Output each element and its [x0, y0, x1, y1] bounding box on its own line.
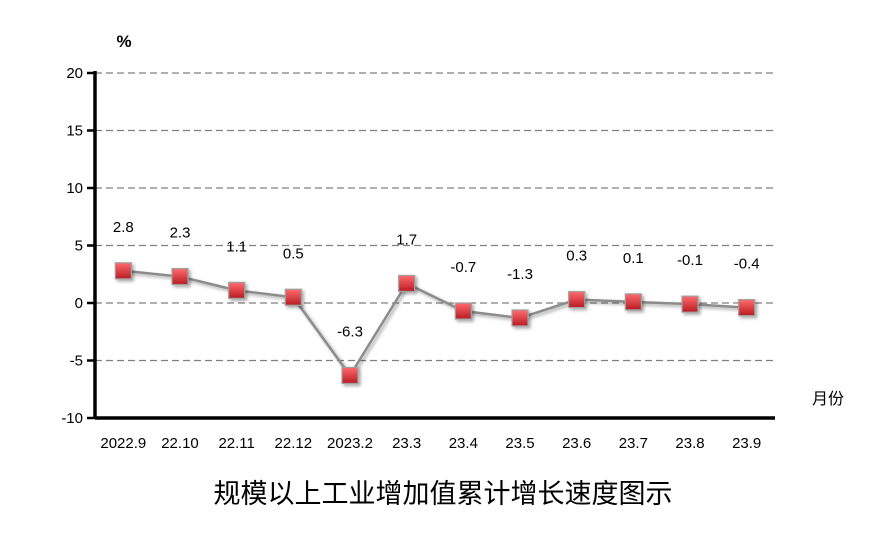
data-point-marker	[511, 309, 529, 327]
x-tick-label: 23.5	[505, 435, 534, 452]
data-point-marker	[228, 281, 246, 299]
x-tick-label: 22.12	[275, 435, 313, 452]
data-label: -0.7	[450, 259, 476, 276]
x-tick-label: 23.9	[732, 435, 761, 452]
data-point-marker	[284, 288, 302, 306]
data-label: 0.5	[283, 245, 304, 262]
y-tick-label: 10	[66, 180, 83, 197]
data-label: 1.7	[396, 231, 417, 248]
data-point-marker	[341, 366, 359, 385]
y-tick-label: -10	[61, 410, 83, 427]
data-label: -1.3	[507, 266, 533, 283]
y-tick-label: -5	[70, 353, 83, 370]
data-point-marker	[681, 295, 699, 313]
data-label: 2.3	[170, 225, 191, 242]
x-tick-label: 22.10	[161, 435, 199, 452]
data-point-marker	[454, 302, 472, 320]
data-label: 0.1	[623, 250, 644, 267]
chart-title: 规模以上工业增加值累计增长速度图示	[213, 479, 673, 510]
y-axis-unit: %	[116, 32, 131, 51]
x-tick-label: 22.11	[218, 435, 254, 452]
x-tick-label: 23.7	[619, 435, 648, 452]
data-point-marker	[568, 290, 586, 309]
series-line	[123, 269, 747, 378]
x-tick-label: 23.4	[449, 435, 478, 452]
y-tick-label: 20	[66, 65, 83, 82]
x-tick-label: 23.3	[392, 435, 421, 452]
data-label: 2.8	[113, 219, 134, 236]
y-tick-label: 5	[75, 238, 83, 255]
data-point-marker	[738, 299, 756, 317]
x-tick-label: 2023.2	[327, 435, 373, 452]
x-tick-label: 23.8	[675, 435, 704, 452]
data-label: -6.3	[337, 323, 363, 340]
data-point-marker	[114, 262, 132, 280]
data-point-marker	[171, 267, 189, 286]
x-tick-label: 2022.9	[100, 435, 146, 452]
data-label: 0.3	[566, 248, 587, 265]
data-label: -0.4	[734, 256, 760, 273]
data-point-marker	[398, 274, 416, 293]
y-tick-label: 15	[66, 123, 83, 140]
y-tick-label: 0	[75, 295, 83, 312]
data-point-marker	[624, 293, 642, 311]
x-axis-label: 月份	[812, 389, 844, 408]
x-tick-label: 23.6	[562, 435, 591, 452]
data-label: -0.1	[677, 252, 703, 269]
data-label: 1.1	[226, 238, 247, 255]
